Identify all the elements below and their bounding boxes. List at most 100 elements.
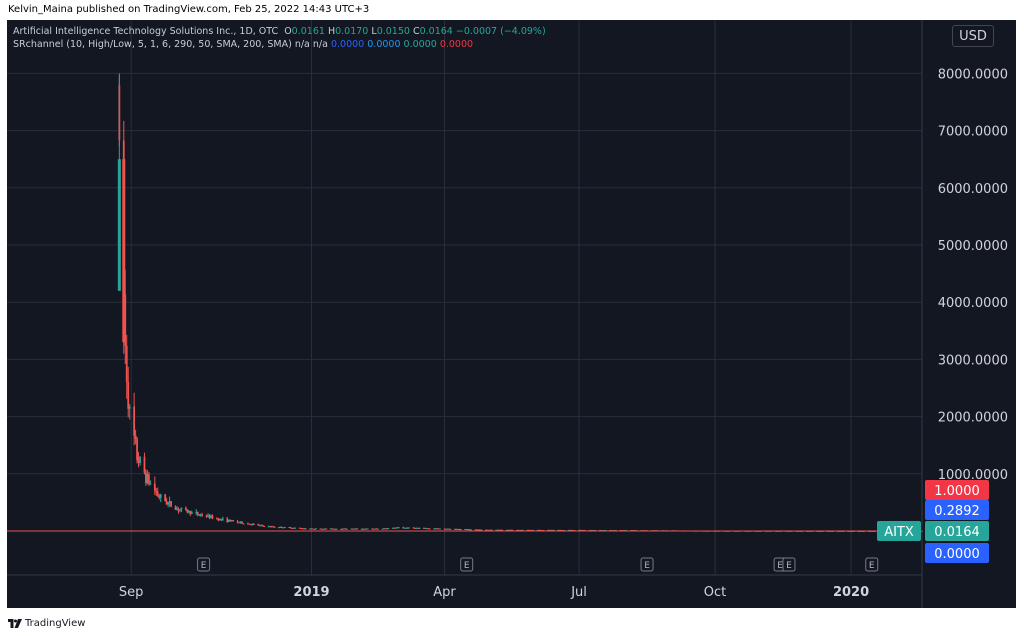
candle-body <box>519 529 521 531</box>
candle-body <box>153 483 156 491</box>
candle-body <box>558 529 561 531</box>
candle-body <box>300 528 303 530</box>
candle-body <box>467 529 470 531</box>
candle-body <box>385 528 388 530</box>
candle-body <box>158 495 161 498</box>
candle-body <box>356 528 359 530</box>
candle-body <box>220 518 223 520</box>
candle-body <box>323 528 326 530</box>
open-value: 0.0161 <box>291 26 325 37</box>
candle-body <box>270 526 273 528</box>
candle-body <box>366 528 369 530</box>
candle-body <box>353 528 356 530</box>
y-tick-label: 7000.0000 <box>938 125 1008 140</box>
candle-body <box>443 528 446 530</box>
candle-body <box>498 529 501 531</box>
change-value: −0.0007 (−4.09%) <box>455 26 546 37</box>
indicator-value-6: 0.0000 <box>439 39 474 50</box>
candle-body <box>501 529 504 531</box>
candle-body <box>417 527 419 529</box>
candle-body <box>439 528 442 530</box>
price-label-value: 0.0000 <box>934 547 980 562</box>
candle-body <box>418 527 421 529</box>
candle-body <box>569 529 572 531</box>
earnings-marker[interactable]: E <box>197 557 211 572</box>
candle-body <box>179 509 181 511</box>
candle-body <box>516 529 518 531</box>
candle-body <box>156 492 159 496</box>
grid-lines <box>7 20 922 575</box>
candle-body <box>422 527 425 529</box>
earnings-marker-letter: E <box>869 561 875 571</box>
price-label-box <box>925 543 989 563</box>
candle-body <box>433 528 436 530</box>
low-label: L <box>371 26 377 37</box>
candle-body <box>445 528 447 530</box>
candle-body <box>508 529 511 531</box>
candle-body <box>427 528 430 530</box>
candle-body <box>485 529 487 531</box>
candle-body <box>315 528 317 530</box>
currency-button[interactable]: USD <box>952 25 994 47</box>
x-tick-label: Apr <box>433 585 456 600</box>
candle-body <box>174 506 177 510</box>
candle-body <box>195 512 198 514</box>
earnings-marker[interactable]: E <box>782 557 796 572</box>
candle-body <box>272 526 274 528</box>
high-value: 0.0170 <box>335 26 369 37</box>
candle-body <box>232 520 235 522</box>
y-tick-label: 4000.0000 <box>938 296 1008 311</box>
candle-body <box>360 528 363 530</box>
candle-body <box>536 529 539 531</box>
candle-body <box>198 514 201 516</box>
candle-body <box>288 527 291 529</box>
candle-body <box>393 527 396 529</box>
candle-body <box>560 529 563 531</box>
price-label-box <box>925 500 989 520</box>
candle-body <box>517 529 520 531</box>
candle-body <box>403 527 406 529</box>
candle-body <box>148 474 150 484</box>
earnings-marker[interactable]: E <box>865 557 879 572</box>
candle-body <box>279 526 282 528</box>
open-label: O <box>284 26 292 37</box>
time-axis[interactable]: Sep 2019 Apr Jul Oct 2020 <box>119 585 869 600</box>
candle-body <box>310 528 313 530</box>
candle-body <box>428 528 431 530</box>
close-value: 0.0164 <box>419 26 453 37</box>
candle-body <box>289 527 292 529</box>
earnings-marker[interactable]: E <box>460 557 474 572</box>
candle-body <box>283 527 286 529</box>
candle-body <box>477 529 480 531</box>
y-tick-label: 2000.0000 <box>938 411 1008 426</box>
candle-body <box>343 528 345 530</box>
candle-body <box>344 528 347 530</box>
candle-body <box>177 508 180 511</box>
candle-body <box>424 527 427 529</box>
candle-body <box>319 528 322 530</box>
candle-body <box>248 523 251 525</box>
candle-body <box>176 508 178 510</box>
candle-body <box>510 529 512 531</box>
symbol-title: Artificial Intelligence Technology Solut… <box>13 26 279 37</box>
candle-body <box>196 512 199 515</box>
candle-body <box>511 529 514 531</box>
candle-body <box>408 527 410 529</box>
tradingview-footer[interactable]: TradingView <box>8 618 85 629</box>
candle-body <box>377 528 379 530</box>
candle-body <box>313 528 316 530</box>
candle-body <box>579 529 582 531</box>
candle-body <box>486 529 489 531</box>
candle-body <box>155 490 158 493</box>
indicator-title: SRchannel (10, High/Low, 5, 1, 6, 290, 5… <box>13 39 292 50</box>
candle-body <box>365 528 368 530</box>
candle-body <box>260 525 263 527</box>
candle-body <box>375 528 378 530</box>
price-axis[interactable]: 8000.0000 7000.0000 6000.0000 5000.0000 4000… <box>938 67 1008 482</box>
candle-body <box>346 528 348 530</box>
candle-body <box>312 528 314 530</box>
earnings-marker-box <box>865 557 879 572</box>
earnings-marker[interactable]: E <box>640 557 654 572</box>
